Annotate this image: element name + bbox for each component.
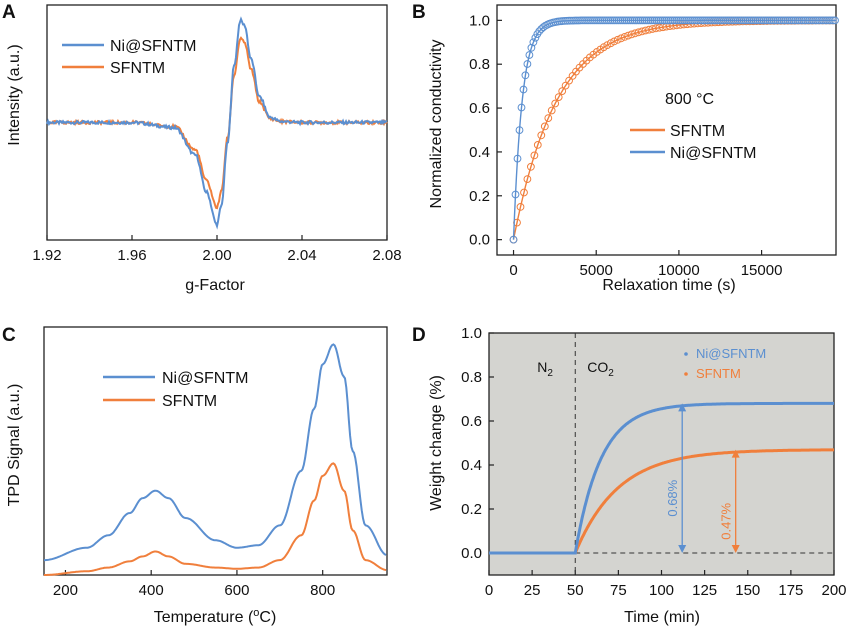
panel-a-series-ni-sfntm [46, 16, 388, 230]
panel-d-legend-ni-dot [684, 352, 688, 356]
panel-c-series-ni-sfntm [44, 343, 387, 562]
panel-b-ytick-label: 0.4 [469, 144, 490, 161]
panel-d-xtick-label: 75 [610, 582, 627, 599]
panel-d-series-ni-sfntm [489, 401, 834, 555]
panel-letter-a: A [2, 2, 16, 23]
panel-letter-c: C [2, 325, 16, 346]
panel-c-legend-sfntm: SFNTM [162, 393, 217, 410]
panel-d-background [489, 333, 834, 575]
panel-d-ytick-label: 0.2 [461, 501, 482, 518]
panel-d-ytick-label: 0.0 [461, 545, 482, 562]
panel-a-ylabel: Intensity (a.u.) [6, 44, 23, 145]
panel-a-xlabel: g-Factor [185, 277, 245, 294]
panel-d-legend-ni: Ni@SFNTM [696, 346, 766, 361]
panel-d-annotation-ni-sfntm: 0.68% [665, 479, 680, 516]
panel-b-legend-ni: Ni@SFNTM [670, 145, 756, 162]
panel-a-xtick-label: 2.08 [372, 247, 401, 264]
panel-a-xtick-label: 1.96 [117, 247, 146, 264]
panel-d-ytick-label: 0.6 [461, 413, 482, 430]
panel-c-xtick-label: 600 [224, 582, 249, 599]
panel-a-xtick-label: 2.00 [202, 247, 231, 264]
panel-d-annotation-sfntm: 0.47% [719, 502, 734, 539]
panel-c-xtick-label: 800 [310, 582, 335, 599]
panel-d-ytick-label: 0.8 [461, 369, 482, 386]
panel-a-xtick-label: 2.04 [287, 247, 316, 264]
panel-b: 0 5000 10000 15000 0.0 0.2 0.4 0.6 0.8 1.0 [469, 4, 839, 279]
panel-d-arrowhead-top-ni-sfntm [678, 403, 687, 412]
panel-b-ytick-label: 0.0 [469, 232, 490, 249]
panel-a: 1.92 1.96 2.00 2.04 2.08 [32, 4, 402, 264]
panel-d-arrowhead-bottom-ni-sfntm [678, 545, 687, 553]
panel-d-xtick-label: 100 [649, 582, 674, 599]
panel-d-ylabel: Weight change (%) [428, 375, 445, 511]
panel-c-legend-ni: Ni@SFNTM [162, 370, 248, 387]
panel-d-xtick-label: 150 [735, 582, 760, 599]
panel-b-xtick-label: 0 [509, 262, 517, 279]
panel-c-frame [43, 326, 388, 576]
panel-d-xtick-label: 125 [692, 582, 717, 599]
panel-d: 0 25 50 75 100 125 150 175 200 0.0 0.2 0.4 0.6 0.8 1.0… [461, 325, 846, 599]
panel-b-xtick-label: 10000 [658, 262, 700, 279]
panel-d-xlabel: Time (min) [624, 609, 700, 626]
panel-b-annotation: 800 °C [665, 91, 714, 108]
panel-d-xtick-label: 50 [567, 582, 584, 599]
panel-c: 200 400 600 800 [43, 326, 388, 599]
panel-b-xlabel: Relaxation time (s) [602, 277, 735, 294]
panel-b-frame [496, 4, 837, 256]
panel-b-ytick-label: 1.0 [469, 12, 490, 29]
panel-c-xtick-label: 200 [53, 582, 78, 599]
panel-d-arrowhead-bottom-sfntm [731, 545, 740, 553]
panel-letter-d: D [412, 325, 426, 346]
panel-c-series-sfntm [44, 462, 387, 576]
panel-d-ytick-label: 0.4 [461, 457, 482, 474]
panel-letter-b: B [412, 2, 426, 23]
panel-a-legend-sfntm: SFNTM [110, 60, 165, 77]
panel-c-ylabel: TPD Signal (a.u.) [6, 384, 23, 507]
panel-d-ytick-label: 1.0 [461, 325, 482, 342]
panel-a-legend-ni: Ni@SFNTM [110, 38, 196, 55]
panel-b-ytick-label: 0.2 [469, 188, 490, 205]
panel-d-legend-sfntm-dot [684, 372, 688, 376]
panel-d-xtick-label: 175 [778, 582, 803, 599]
panel-c-xtick-label: 400 [139, 582, 164, 599]
panel-d-co2-label: CO2 [587, 359, 614, 379]
panel-d-xtick-label: 200 [821, 582, 846, 599]
panel-a-xtick-label: 1.92 [32, 247, 61, 264]
panel-c-xlabel: Temperature (oC) [154, 607, 277, 626]
panel-d-xtick-label: 25 [524, 582, 541, 599]
panel-b-ylabel: Normalized conductivity [428, 40, 445, 209]
panel-b-xtick-label: 5000 [580, 262, 613, 279]
panel-d-legend-sfntm: SFNTM [696, 366, 741, 381]
panel-d-arrowhead-top-sfntm [731, 449, 740, 458]
panel-b-ytick-label: 0.6 [469, 100, 490, 117]
panel-b-fit-ni-sfntm [512, 19, 836, 240]
panel-d-xtick-label: 0 [485, 582, 493, 599]
panel-b-ytick-label: 0.8 [469, 56, 490, 73]
panel-b-xtick-label: 15000 [741, 262, 783, 279]
panel-b-legend-sfntm: SFNTM [670, 123, 725, 140]
